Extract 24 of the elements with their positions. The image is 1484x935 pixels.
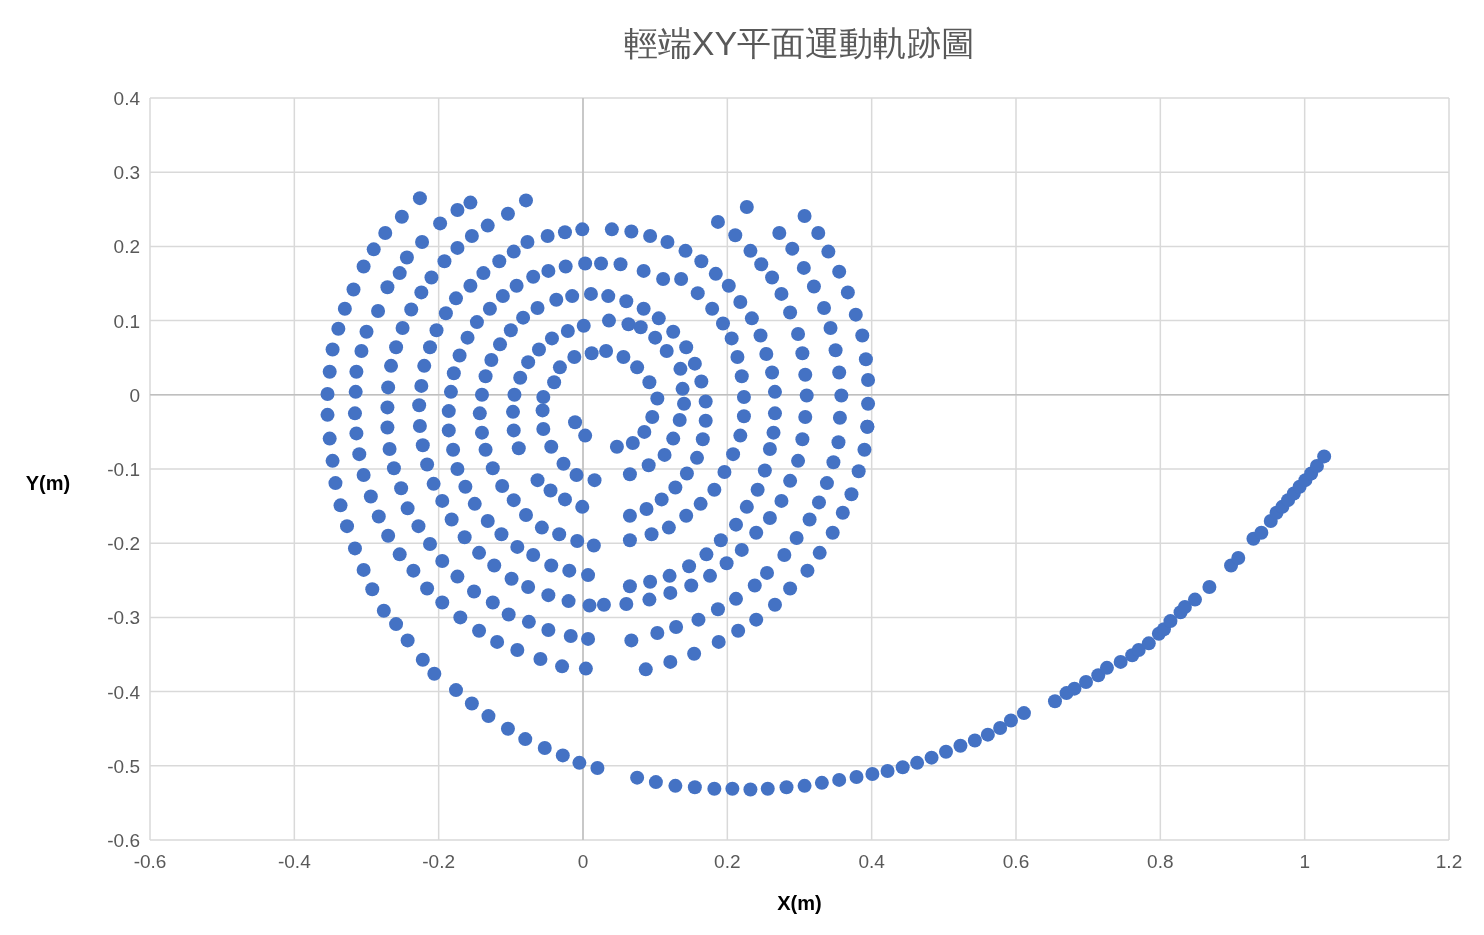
y-tick-label: 0.3 [113, 162, 140, 184]
y-tick-label: -0.3 [107, 607, 140, 629]
y-tick-label: -0.2 [107, 533, 140, 555]
x-tick-label: 0 [577, 851, 589, 872]
y-tick-label: -0.5 [107, 755, 140, 777]
x-tick-label: -0.2 [422, 851, 456, 872]
y-tick-label: 0.1 [113, 310, 140, 332]
y-tick-label: -0.4 [107, 681, 141, 703]
y-tick-label: 0.4 [113, 88, 141, 109]
x-tick-label: 0.4 [858, 851, 886, 872]
y-tick-label: -0.1 [107, 459, 140, 480]
x-tick-label: 1 [1299, 851, 1310, 872]
x-tick-label: 0.6 [1002, 851, 1030, 872]
y-tick-label: -0.6 [107, 830, 140, 851]
y-axis-title: Y(m) [25, 472, 71, 494]
y-tick-label: 0.2 [113, 236, 140, 258]
x-axis-title: X(m) [777, 892, 822, 914]
x-tick-label: 0.2 [714, 851, 741, 872]
x-tick-label: 1.2 [1435, 851, 1463, 872]
x-tick-label: -0.4 [277, 851, 312, 872]
chart-title: 輕端XY平面運動軌跡圖 [623, 24, 976, 62]
x-tick-label: 0.8 [1147, 851, 1174, 872]
x-tick-label: -0.6 [133, 851, 167, 872]
y-tick-label: 0 [129, 384, 140, 406]
